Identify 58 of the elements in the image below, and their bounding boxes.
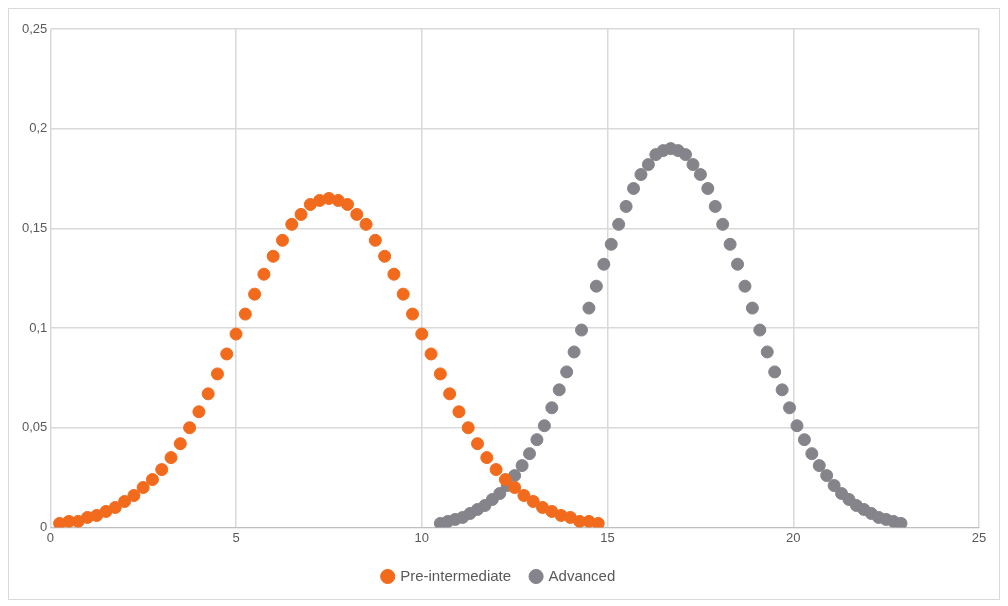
point	[405, 307, 419, 321]
point	[201, 387, 215, 401]
point	[471, 437, 484, 451]
point	[183, 421, 197, 435]
point	[461, 421, 475, 435]
point	[266, 249, 280, 263]
point	[452, 405, 466, 419]
point	[248, 287, 262, 301]
x-tick-label: 25	[971, 529, 987, 545]
point	[368, 233, 382, 247]
point	[387, 267, 401, 281]
point	[591, 516, 605, 528]
point	[108, 500, 122, 514]
point	[294, 207, 308, 221]
point	[415, 327, 429, 341]
point	[118, 494, 132, 508]
y-tick-label: 0	[40, 518, 48, 534]
point	[526, 494, 540, 508]
point	[480, 451, 494, 465]
y-tick-label: 0,1	[29, 319, 48, 335]
point	[340, 197, 354, 211]
y-tick-label: 0,2	[29, 120, 48, 136]
point	[396, 287, 410, 301]
point	[220, 347, 234, 361]
point	[563, 510, 577, 524]
point	[275, 233, 289, 247]
point	[517, 489, 531, 502]
x-tick-label: 15	[600, 529, 615, 545]
point	[285, 217, 299, 231]
legend-label: Advanced	[548, 566, 616, 584]
point	[424, 347, 438, 361]
point	[145, 473, 159, 487]
point	[331, 193, 345, 207]
point	[210, 367, 224, 381]
point	[155, 463, 169, 477]
point	[229, 327, 243, 341]
y-tick-label: 0,25	[21, 20, 48, 36]
point	[359, 217, 373, 231]
y-tick-label: 0,05	[21, 419, 48, 435]
point	[238, 307, 252, 321]
x-tick-label: 20	[786, 529, 801, 545]
point	[489, 463, 503, 477]
x-tick-label: 5	[232, 529, 240, 545]
y-tick-label: 0,15	[21, 219, 48, 235]
point	[127, 489, 141, 502]
x-tick-label: 10	[414, 529, 430, 545]
point	[433, 367, 447, 381]
point	[192, 405, 206, 419]
point	[350, 207, 364, 221]
point	[173, 437, 187, 451]
point	[136, 481, 150, 495]
point	[498, 473, 512, 487]
point	[443, 387, 457, 401]
point	[257, 267, 271, 281]
point	[164, 451, 178, 465]
point	[508, 481, 522, 495]
point	[378, 249, 392, 263]
legend-label: Pre-intermediate	[400, 566, 512, 584]
